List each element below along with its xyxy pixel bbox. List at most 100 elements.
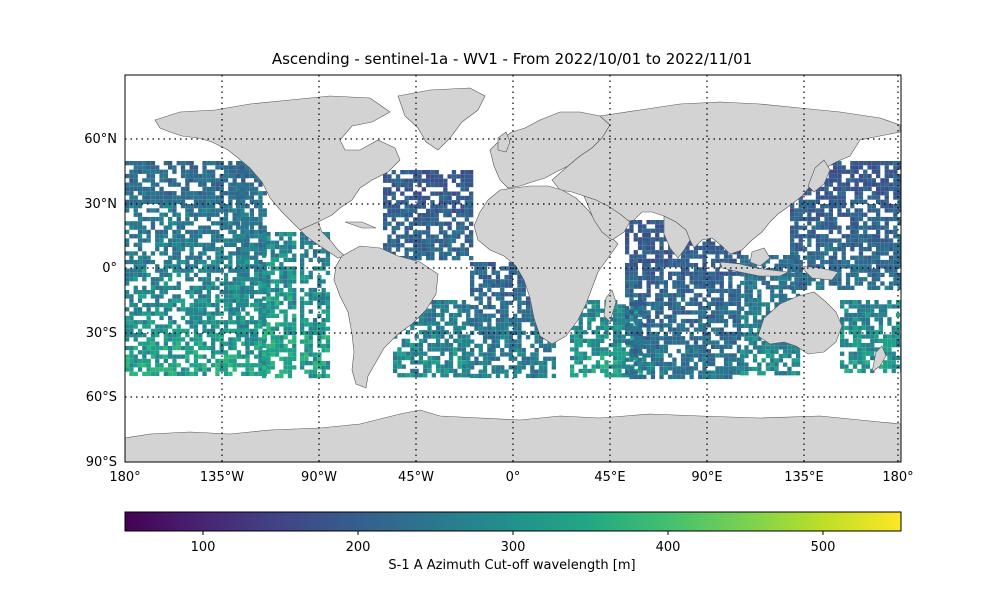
swath-cell xyxy=(163,337,168,342)
swath-cell xyxy=(833,169,838,174)
swath-cell xyxy=(258,268,263,273)
swath-cell xyxy=(820,195,825,200)
swath-cell xyxy=(456,251,461,256)
swath-cell xyxy=(833,195,838,200)
swath-cell xyxy=(133,277,138,282)
swath-cell xyxy=(270,253,275,258)
swath-cell xyxy=(185,204,190,209)
swath-cell xyxy=(258,216,263,222)
swath-cell xyxy=(448,347,454,352)
swath-cell xyxy=(159,311,164,316)
swath-cell xyxy=(672,327,677,332)
swath-cell xyxy=(443,182,448,188)
swath-cell xyxy=(629,297,634,302)
swath-cell xyxy=(513,373,518,379)
swath-cell xyxy=(405,355,411,361)
swath-cell xyxy=(383,204,388,209)
swath-cell xyxy=(215,358,220,364)
swath-cell xyxy=(163,204,168,209)
swath-cell xyxy=(893,212,898,217)
swath-cell xyxy=(876,277,881,282)
swath-cell xyxy=(395,243,401,248)
swath-cell xyxy=(198,354,203,359)
swath-cell xyxy=(538,343,544,348)
swath-cell xyxy=(228,186,233,192)
swath-cell xyxy=(884,173,889,179)
swath-cell xyxy=(387,234,392,239)
swath-cell xyxy=(513,369,518,374)
swath-cell xyxy=(206,229,211,235)
swath-cell xyxy=(125,328,130,333)
swath-cell xyxy=(163,345,168,351)
swath-cell xyxy=(783,293,788,298)
swath-cell xyxy=(646,267,651,272)
swath-cell xyxy=(129,255,134,260)
swath-cell xyxy=(655,306,660,311)
swath-cell xyxy=(206,328,211,333)
swath-cell xyxy=(198,345,203,351)
swath-cell xyxy=(387,200,392,205)
swath-cell xyxy=(863,234,868,239)
swath-cell xyxy=(146,199,151,204)
swath-cell xyxy=(790,204,795,209)
swath-cell xyxy=(637,220,643,225)
swath-cell xyxy=(482,270,488,275)
swath-cell xyxy=(159,169,164,174)
swath-cell xyxy=(461,355,467,361)
swath-cell xyxy=(431,317,436,322)
swath-cell xyxy=(719,366,724,371)
swath-cell xyxy=(287,232,293,237)
swath-cell xyxy=(478,262,483,267)
swath-cell xyxy=(637,237,643,242)
swath-cell xyxy=(146,290,151,295)
swath-cell xyxy=(728,340,733,345)
swath-cell xyxy=(453,373,458,378)
swath-cell xyxy=(893,191,898,196)
swath-cell xyxy=(129,298,134,303)
swath-cell xyxy=(500,266,505,271)
swath-cell xyxy=(469,213,474,218)
swath-cell xyxy=(236,173,241,179)
swath-cell xyxy=(189,324,194,329)
swath-cell xyxy=(761,345,766,350)
swath-cell xyxy=(228,221,233,226)
swath-cell xyxy=(211,247,216,252)
swath-cell xyxy=(629,331,634,337)
lat-tick-60s: 60°S xyxy=(86,390,117,405)
swath-cell xyxy=(470,322,475,327)
swath-cell xyxy=(672,370,677,375)
swath-cell xyxy=(517,326,522,331)
swath-cell xyxy=(650,306,656,311)
swath-cell xyxy=(659,293,664,298)
swath-cell xyxy=(150,221,156,226)
swath-cell xyxy=(802,247,808,252)
swath-cell xyxy=(650,336,656,341)
swath-cell xyxy=(744,302,749,307)
swath-cell xyxy=(451,256,457,261)
swath-cell xyxy=(401,373,406,378)
swath-cell xyxy=(844,308,849,313)
swath-cell xyxy=(469,234,474,239)
swath-cell xyxy=(440,368,445,374)
swath-cell xyxy=(146,186,151,192)
swath-cell xyxy=(150,350,156,355)
swath-cell xyxy=(404,187,409,192)
swath-cell xyxy=(133,165,138,170)
swath-cell xyxy=(383,174,388,179)
swath-cell xyxy=(811,251,816,256)
swath-cell xyxy=(270,244,275,250)
swath-cell xyxy=(321,373,326,379)
swath-cell xyxy=(663,258,668,263)
swath-cell xyxy=(867,173,872,179)
swath-cell xyxy=(223,367,229,372)
swath-cell xyxy=(464,195,469,201)
swath-cell xyxy=(693,280,699,285)
swath-cell xyxy=(245,363,250,368)
swath-cell xyxy=(387,174,392,179)
swath-cell xyxy=(478,369,483,374)
swath-cell xyxy=(451,238,457,244)
swath-cell xyxy=(228,337,233,342)
swath-cell xyxy=(845,212,851,217)
swath-cell xyxy=(478,309,483,314)
swath-cell xyxy=(884,165,889,170)
